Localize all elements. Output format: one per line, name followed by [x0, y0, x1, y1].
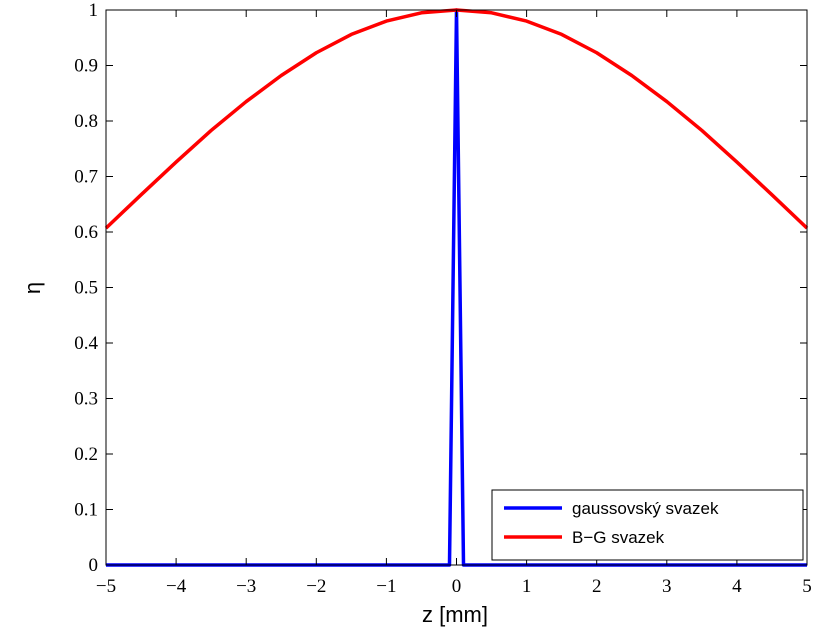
y-tick-label: 0.1	[74, 500, 98, 521]
y-tick-label: 0.6	[74, 222, 98, 243]
x-tick-label: −5	[96, 576, 116, 597]
x-tick-label: −3	[236, 576, 256, 597]
x-tick-label: 5	[802, 576, 812, 597]
y-tick-label: 0	[89, 555, 99, 576]
y-tick-label: 1	[89, 0, 99, 21]
y-tick-label: 0.4	[74, 333, 98, 354]
x-tick-label: −2	[306, 576, 326, 597]
y-tick-label: 0.9	[74, 56, 98, 77]
series-line-1	[106, 8, 807, 567]
x-tick-label: 1	[522, 576, 532, 597]
x-tick-label: 4	[732, 576, 742, 597]
x-tick-label: 3	[662, 576, 672, 597]
y-tick-label: 0.8	[74, 111, 98, 132]
x-tick-label: −4	[166, 576, 187, 597]
y-tick-label: 0.7	[74, 167, 98, 188]
y-tick-label: 0.3	[74, 389, 98, 410]
y-axis-label: η	[20, 282, 45, 294]
y-tick-label: 0.5	[74, 278, 98, 299]
x-tick-label: −1	[376, 576, 396, 597]
legend-label-1: gaussovský svazek	[572, 499, 719, 518]
legend-label-2: B−G svazek	[572, 528, 665, 547]
x-axis-label: z [mm]	[422, 602, 488, 627]
x-tick-label: 0	[452, 576, 462, 597]
x-tick-label: 2	[592, 576, 602, 597]
plot-area: −5 −4 −3 −2 −1 0 1 2 3 4 5 0 0.1 0.2 0.3 0.4 0.5 0.6 0.7 0.…	[74, 0, 812, 597]
y-tick-label: 0.2	[74, 444, 98, 465]
legend-box	[491, 489, 804, 561]
